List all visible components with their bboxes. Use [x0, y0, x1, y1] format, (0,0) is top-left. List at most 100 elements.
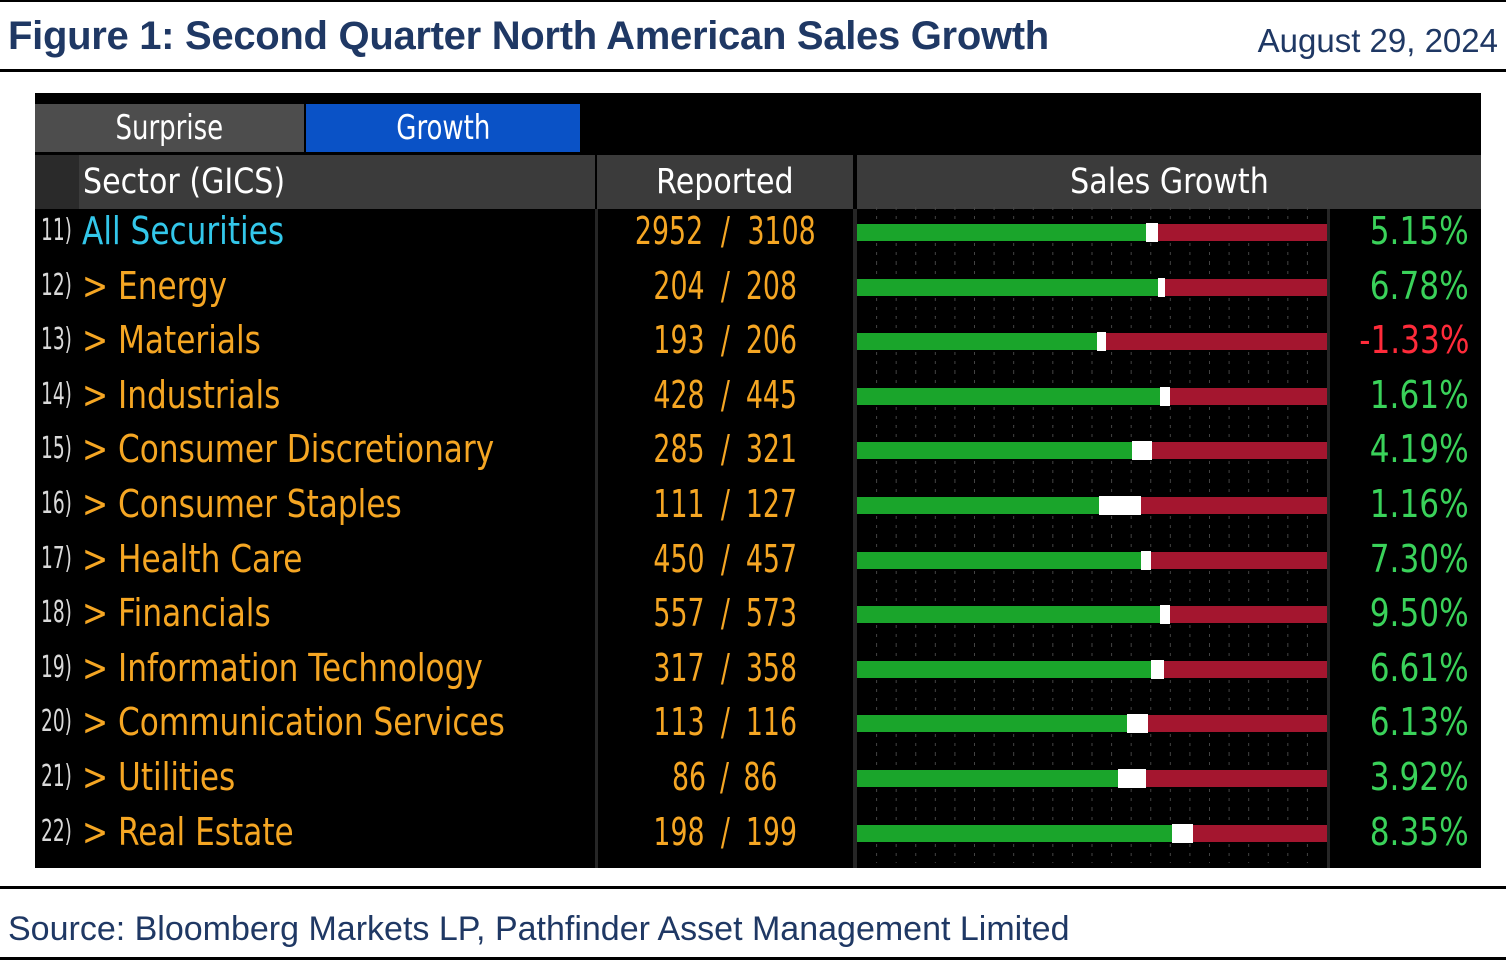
- table-row[interactable]: 11) All Securities 2952 / 3108 5.15%: [35, 207, 1481, 262]
- growth-bar: [857, 644, 1327, 699]
- row-index[interactable]: 15): [41, 431, 72, 467]
- bar-marker: [1157, 277, 1165, 297]
- table-row[interactable]: 13) > Materials 193 / 206 -1.33%: [35, 316, 1481, 372]
- reported-separator: /: [711, 482, 739, 526]
- sector-name[interactable]: > Health Care: [82, 537, 302, 581]
- sector-name[interactable]: > Consumer Staples: [82, 482, 402, 526]
- growth-bar: [857, 316, 1327, 371]
- reported-value: 2952: [634, 209, 703, 253]
- expand-chevron-icon[interactable]: >: [82, 591, 119, 636]
- tab-growth-label: Growth: [395, 108, 491, 148]
- reported-separator: /: [711, 263, 739, 308]
- reported-separator: /: [711, 209, 739, 253]
- tab-growth[interactable]: Growth: [306, 104, 580, 152]
- reported-separator: /: [711, 645, 739, 690]
- reported-count: 198 / 199: [597, 810, 853, 854]
- column-header-sector[interactable]: Sector (GICS): [35, 155, 595, 209]
- expand-chevron-icon[interactable]: >: [82, 809, 119, 854]
- table-row[interactable]: 15) > Consumer Discretionary 285 / 321 4.19…: [35, 425, 1481, 481]
- bottom-rule: [0, 886, 1506, 889]
- sales-growth-value: 6.78%: [1370, 263, 1469, 308]
- row-index[interactable]: 18): [41, 595, 72, 631]
- row-index[interactable]: 21): [41, 759, 72, 794]
- total-value: 358: [745, 645, 797, 690]
- row-index[interactable]: 19): [41, 649, 72, 685]
- expand-chevron-icon[interactable]: >: [82, 482, 119, 526]
- row-index[interactable]: 20): [41, 704, 72, 740]
- row-index[interactable]: 17): [41, 540, 72, 576]
- reported-value: 428: [653, 372, 705, 417]
- sector-name[interactable]: > Industrials: [82, 373, 280, 417]
- table-row[interactable]: 19) > Information Technology 317 / 358 6.61…: [35, 643, 1481, 699]
- total-value: 199: [745, 809, 797, 854]
- total-value: 573: [745, 591, 797, 636]
- bar-negative: [1106, 333, 1327, 351]
- bar-negative: [1193, 824, 1327, 842]
- table-row[interactable]: 16) > Consumer Staples 111 / 127 1.16%: [35, 480, 1481, 535]
- total-value: 206: [745, 318, 797, 363]
- expand-chevron-icon[interactable]: >: [82, 755, 119, 799]
- bar-positive: [857, 224, 1147, 241]
- sales-growth-value: -1.33%: [1358, 318, 1469, 363]
- growth-bar: [857, 262, 1327, 317]
- growth-bar: [857, 808, 1327, 863]
- row-index[interactable]: 14): [41, 376, 72, 412]
- bar-positive: [857, 387, 1161, 405]
- table-row[interactable]: 21) > Utilities 86 / 86 3.92%: [35, 753, 1481, 808]
- table-row[interactable]: 14) > Industrials 428 / 445 1.61%: [35, 370, 1481, 426]
- table-row[interactable]: 22) > Real Estate 198 / 199 8.35%: [35, 807, 1481, 863]
- bar-negative: [1169, 387, 1327, 405]
- tab-surprise-label: Surprise: [115, 108, 224, 148]
- table-row[interactable]: 12) > Energy 204 / 208 6.78%: [35, 261, 1481, 317]
- table-row[interactable]: 17) > Health Care 450 / 457 7.30%: [35, 534, 1481, 590]
- tab-surprise[interactable]: Surprise: [35, 104, 304, 152]
- sector-label: Consumer Staples: [118, 482, 402, 526]
- row-index[interactable]: 11): [41, 213, 72, 248]
- expand-chevron-icon[interactable]: >: [82, 536, 119, 581]
- reported-separator: /: [711, 591, 739, 636]
- reported-value: 86: [672, 755, 707, 799]
- total-value: 321: [745, 427, 797, 472]
- figure-date: August 29, 2024: [1257, 22, 1498, 59]
- expand-chevron-icon[interactable]: >: [82, 372, 119, 417]
- bar-positive: [857, 442, 1132, 460]
- sector-name[interactable]: > Financials: [82, 591, 271, 635]
- sector-name[interactable]: > Consumer Discretionary: [82, 427, 494, 471]
- bar-positive: [857, 551, 1142, 569]
- total-value: 457: [745, 536, 797, 581]
- expand-chevron-icon[interactable]: >: [82, 263, 119, 308]
- header-index-cell: [35, 155, 79, 209]
- sector-name[interactable]: > Utilities: [82, 755, 235, 799]
- table-row[interactable]: 18) > Financials 557 / 573 9.50%: [35, 589, 1481, 645]
- table-row[interactable]: 20) > Communication Services 113 / 116 6.13…: [35, 698, 1481, 754]
- bar-marker: [1146, 223, 1158, 242]
- total-value: 116: [745, 700, 797, 745]
- sector-name[interactable]: > Real Estate: [82, 810, 294, 854]
- reported-separator: /: [711, 427, 739, 472]
- column-header-reported[interactable]: Reported: [597, 155, 853, 209]
- row-index[interactable]: 16): [41, 486, 72, 521]
- bar-negative: [1151, 442, 1327, 460]
- sector-name[interactable]: > Materials: [82, 318, 261, 362]
- expand-chevron-icon[interactable]: >: [82, 645, 119, 690]
- sector-name[interactable]: All Securities: [82, 209, 284, 253]
- bar-negative: [1164, 278, 1327, 296]
- row-index[interactable]: 12): [41, 267, 72, 303]
- sector-name[interactable]: > Energy: [82, 264, 227, 308]
- sector-name[interactable]: > Communication Services: [82, 700, 505, 744]
- row-index[interactable]: 13): [41, 322, 72, 358]
- column-header-sales-growth[interactable]: Sales Growth: [857, 155, 1481, 209]
- bar-marker: [1160, 386, 1170, 406]
- reported-count: 450 / 457: [597, 537, 853, 581]
- expand-chevron-icon[interactable]: >: [82, 700, 119, 745]
- reported-value: 113: [653, 700, 705, 745]
- expand-chevron-icon[interactable]: >: [82, 427, 119, 472]
- bar-negative: [1169, 606, 1327, 624]
- row-index[interactable]: 22): [41, 813, 72, 849]
- column-header-sector-label: Sector (GICS): [83, 162, 286, 202]
- sector-name[interactable]: > Information Technology: [82, 646, 483, 690]
- expand-chevron-icon[interactable]: >: [82, 318, 119, 363]
- reported-value: 204: [653, 263, 705, 308]
- column-divider-value: [1327, 209, 1330, 868]
- bar-marker: [1096, 332, 1107, 352]
